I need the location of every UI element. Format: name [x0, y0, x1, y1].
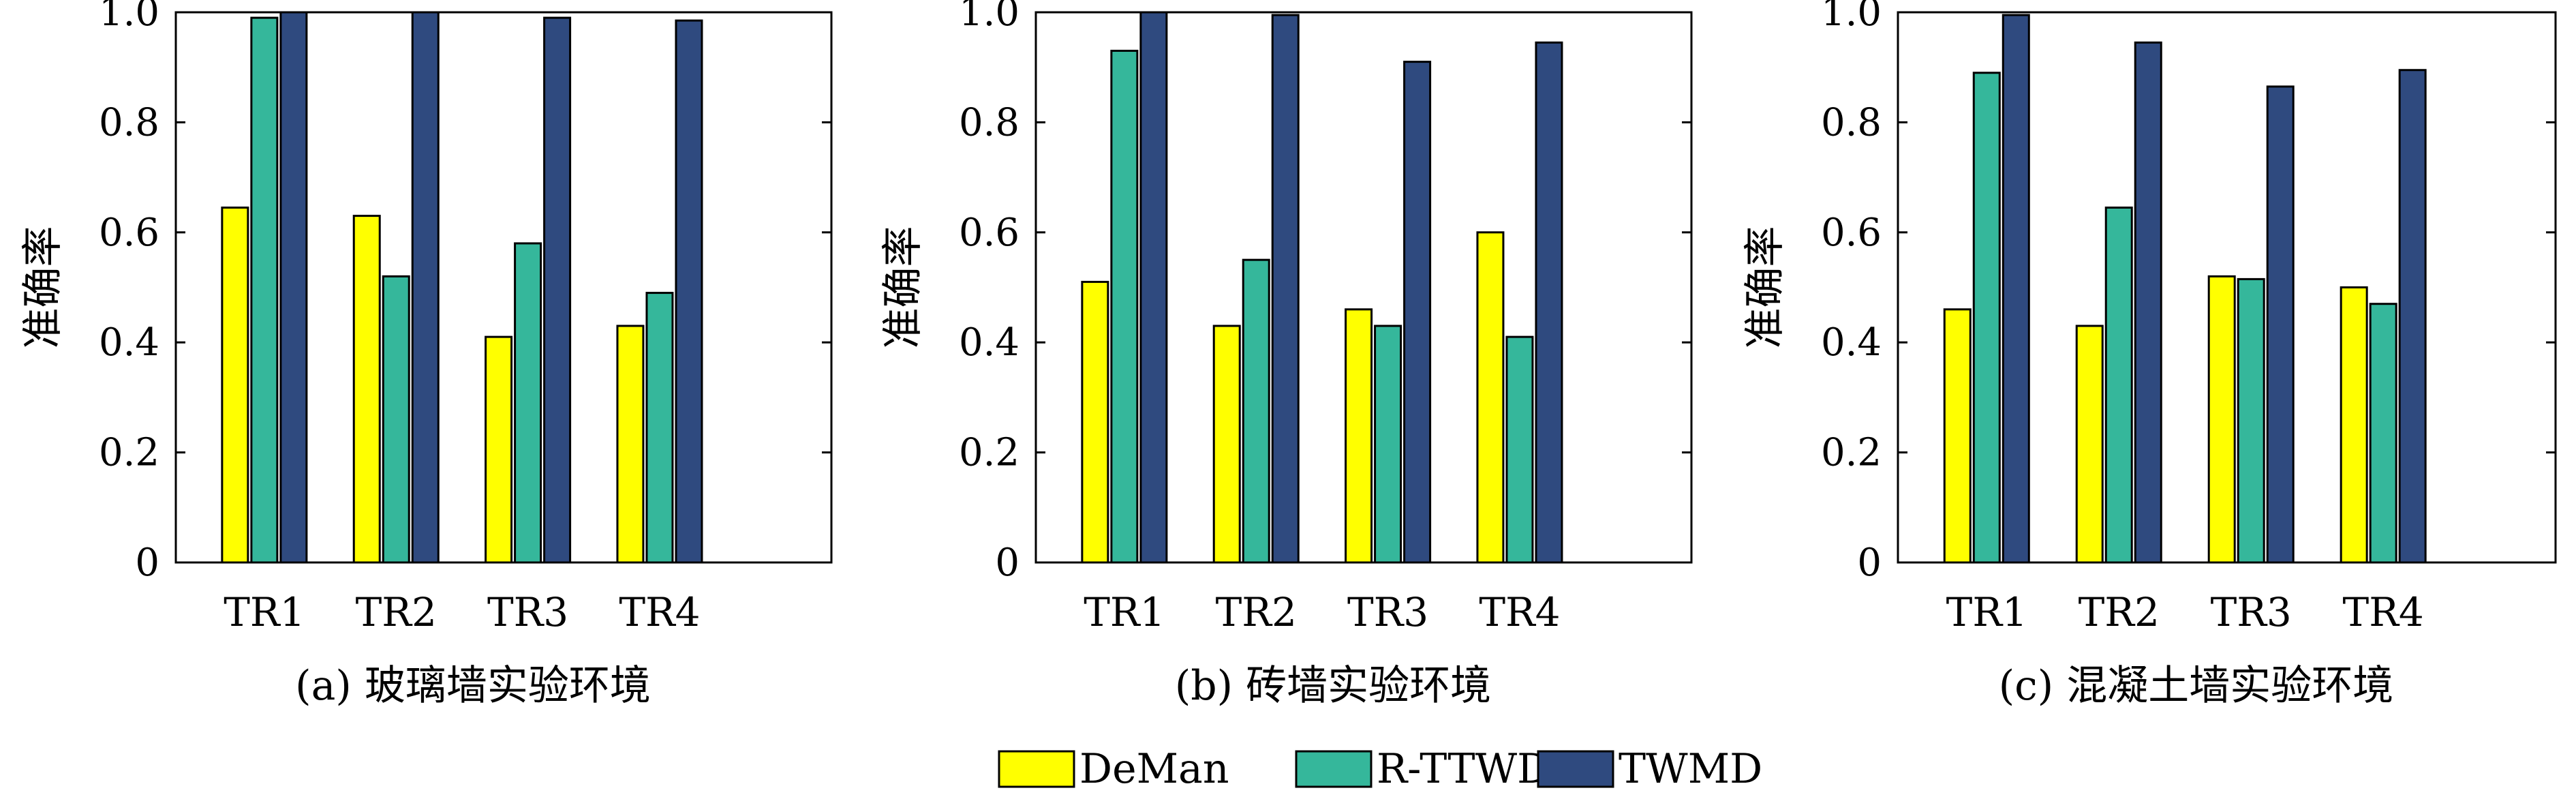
bar-r-ttwd-tr4: [1505, 335, 1534, 564]
x-tick-label: TR1: [1084, 589, 1165, 635]
y-tick-label: 0.4: [99, 320, 159, 365]
bar-deman-tr1: [221, 206, 249, 564]
x-tick-label: TR1: [1946, 589, 2027, 635]
panel-caption: (a) 玻璃墙实验环境: [295, 662, 651, 710]
x-tick-label: TR4: [1479, 589, 1560, 635]
y-tick-label: 0.2: [99, 431, 159, 475]
bar-twmd-tr3: [1403, 61, 1432, 564]
bar-twmd-tr4: [1535, 41, 1563, 564]
y-tick-label: 1.0: [959, 0, 1019, 35]
y-tick-label: 0.8: [99, 100, 159, 145]
x-tick-label: TR4: [619, 589, 700, 635]
x-tick-label: TR3: [2211, 589, 2292, 635]
legend-swatch-r-ttwd: [1295, 750, 1373, 788]
bar-deman-tr2: [352, 215, 381, 564]
y-tick-label: 0: [995, 541, 1019, 585]
y-tick-label: 0.8: [959, 100, 1019, 145]
y-tick-label: 0.6: [1821, 211, 1882, 255]
bar-r-ttwd-tr4: [2369, 303, 2397, 564]
bar-twmd-tr2: [1271, 14, 1300, 564]
y-tick-label: 0: [135, 541, 159, 585]
bar-r-ttwd-tr1: [1972, 72, 2001, 564]
y-tick-label: 1.0: [1821, 0, 1882, 35]
x-tick-label: TR1: [224, 589, 305, 635]
chart-panel-1: 0 0.2 0.4 0.6 0.8 1.0 准确率 TR1 TR2 TR3 TR4 (a) 玻璃墙实验…: [19, 0, 833, 710]
bar-deman-tr4: [2340, 286, 2368, 564]
bar-r-ttwd-tr3: [1374, 325, 1402, 564]
bar-deman-tr3: [1345, 308, 1373, 564]
y-tick-label: 0.4: [959, 320, 1019, 365]
x-tick-label: TR3: [487, 589, 568, 635]
bar-r-ttwd-tr2: [2104, 206, 2133, 564]
y-tick-label: 0.8: [1821, 100, 1882, 145]
legend-swatch-twmd: [1537, 750, 1614, 788]
bar-r-ttwd-tr1: [1110, 49, 1139, 564]
bar-twmd-tr3: [2266, 85, 2295, 564]
bar-twmd-tr4: [675, 19, 703, 564]
bar-deman-tr4: [1476, 231, 1505, 564]
y-tick-label: 0.4: [1821, 320, 1882, 365]
y-tick-label: 1.0: [99, 0, 159, 35]
bar-r-ttwd-tr1: [250, 16, 279, 564]
y-tick-label: 0.2: [959, 431, 1019, 475]
y-axis-label: 准确率: [1741, 226, 1789, 349]
y-axis-label: 准确率: [879, 226, 927, 349]
y-axis-label: 准确率: [19, 226, 67, 349]
x-tick-label: TR2: [2079, 589, 2160, 635]
bar-r-ttwd-tr2: [1242, 258, 1270, 564]
bar-r-ttwd-tr4: [645, 292, 674, 564]
legend-label-r-ttwd: R-TTWD: [1377, 745, 1550, 793]
bar-deman-tr4: [616, 325, 645, 564]
x-tick-label: TR4: [2343, 589, 2424, 635]
bar-deman-tr2: [1212, 325, 1241, 564]
bar-deman-tr1: [1943, 308, 1972, 564]
y-tick-label: 0.6: [959, 211, 1019, 255]
legend-swatch-deman: [998, 750, 1075, 788]
bar-r-ttwd-tr3: [2237, 277, 2265, 564]
legend-label-twmd: TWMD: [1619, 745, 1762, 793]
bar-deman-tr3: [2207, 275, 2236, 564]
x-tick-label: TR3: [1347, 589, 1428, 635]
bar-deman-tr3: [485, 335, 513, 564]
y-tick-label: 0.2: [1821, 431, 1882, 475]
panel-caption: (c) 混凝土墙实验环境: [1999, 662, 2394, 710]
bar-twmd-tr1: [1139, 11, 1168, 564]
x-tick-label: TR2: [356, 589, 437, 635]
bar-r-ttwd-tr3: [514, 242, 542, 564]
chart-panel-2: 0 0.2 0.4 0.6 0.8 1.0 准确率 TR1 TR2 TR3 TR4 (b) 砖墙实验环…: [879, 0, 1693, 710]
bar-twmd-tr1: [2002, 14, 2030, 564]
bar-twmd-tr1: [279, 11, 308, 564]
bar-deman-tr2: [2075, 325, 2104, 564]
panel-caption: (b) 砖墙实验环境: [1175, 662, 1491, 710]
x-tick-label: TR2: [1216, 589, 1297, 635]
bar-twmd-tr2: [411, 11, 440, 564]
chart-panel-3: 0 0.2 0.4 0.6 0.8 1.0 准确率 TR1 TR2 TR3 TR4 (c) 混凝土墙实…: [1741, 0, 2557, 710]
legend: DeMan R-TTWD TWMD: [998, 745, 1762, 793]
bar-deman-tr1: [1081, 280, 1109, 564]
y-tick-label: 0.6: [99, 211, 159, 255]
bar-twmd-tr2: [2134, 41, 2162, 564]
bar-twmd-tr3: [543, 16, 572, 564]
bar-twmd-tr4: [2398, 69, 2427, 564]
bar-r-ttwd-tr2: [382, 275, 410, 564]
y-tick-label: 0: [1857, 541, 1882, 585]
legend-label-deman: DeMan: [1079, 745, 1229, 793]
